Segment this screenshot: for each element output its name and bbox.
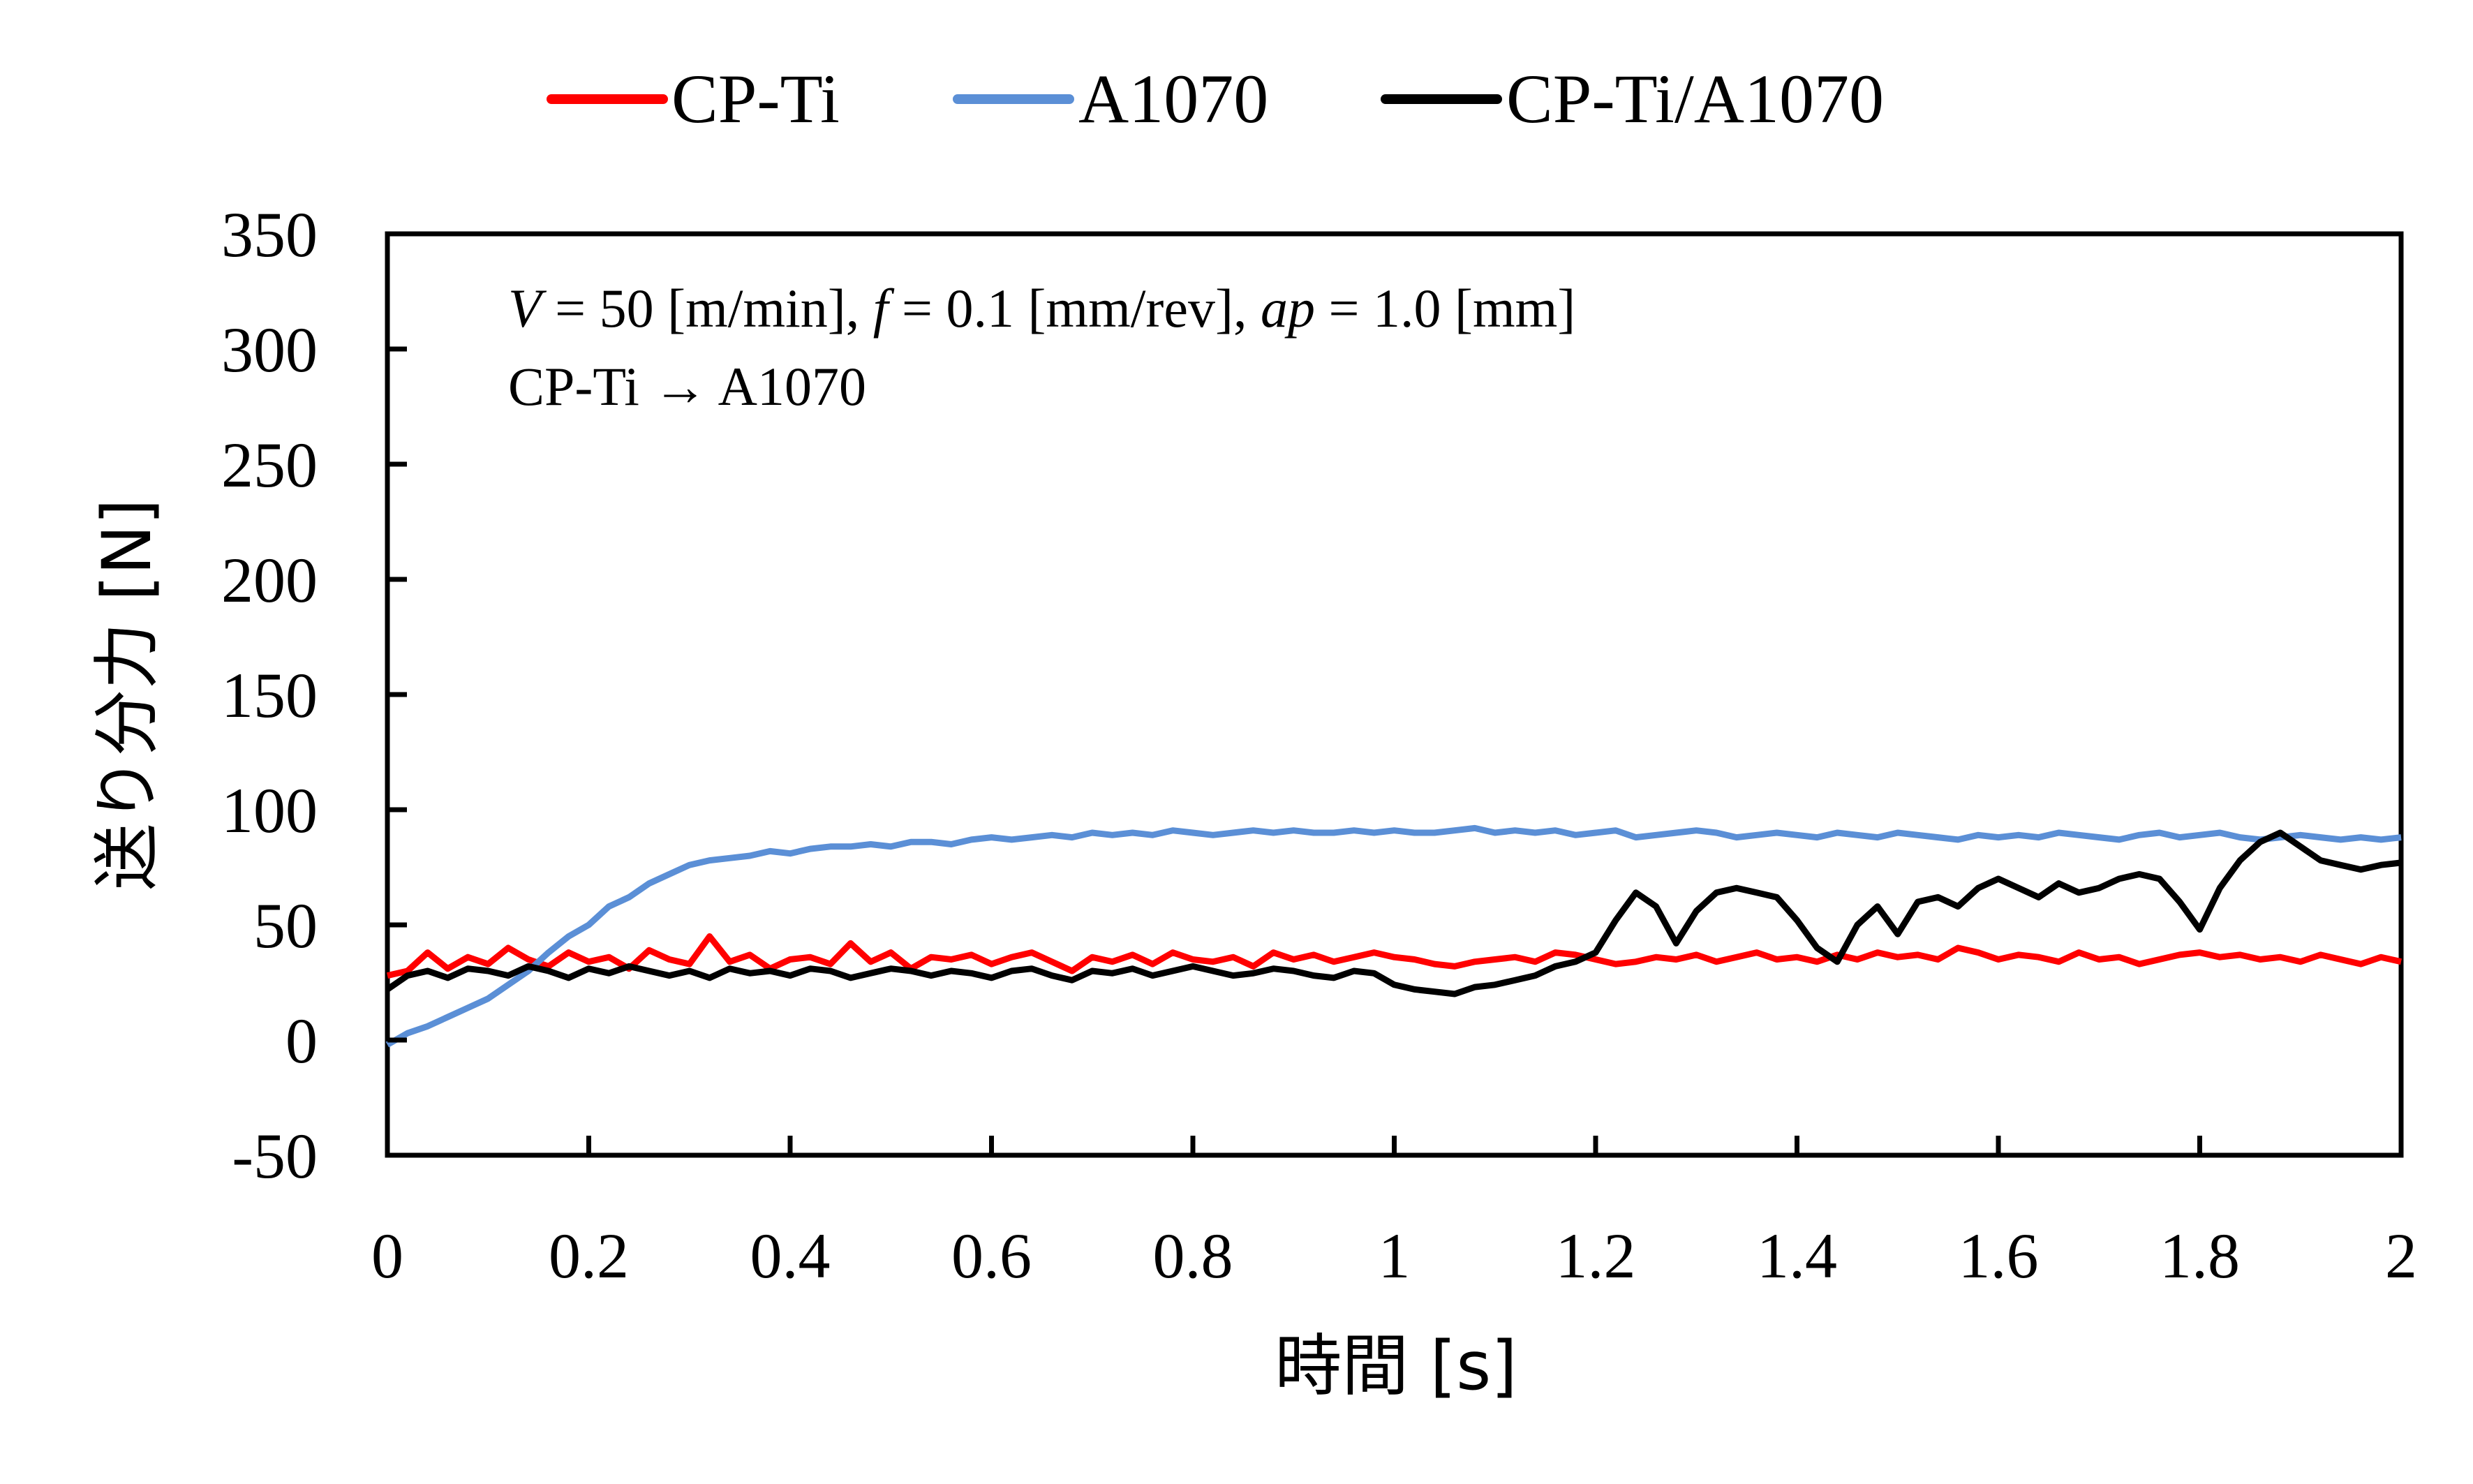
y-tick-label: 100 (221, 775, 318, 846)
x-tick-label: 2 (2385, 1220, 2417, 1291)
y-axis: -50 0 50 100 150 200 250 300 350 (221, 199, 407, 1192)
x-tick-label: 0.8 (1153, 1220, 1233, 1291)
y-tick-label: 200 (221, 544, 318, 616)
annotation-part: = 50 [m/min], (542, 278, 873, 339)
series-line-cp-ti (386, 933, 2403, 979)
y-tick-label: 50 (253, 890, 318, 961)
annotation-part: = 1.0 [mm] (1315, 278, 1575, 339)
x-axis-title: 時間 [s] (1275, 1327, 1517, 1405)
y-tick-label: 300 (221, 314, 318, 385)
x-tick-label: 0.4 (750, 1220, 831, 1291)
legend-item-a1070: A1070 (953, 60, 1268, 138)
x-tick-label: 0 (371, 1220, 403, 1291)
y-tick-label: 150 (221, 660, 318, 731)
legend: CP-Ti A1070 CP-Ti/A1070 (547, 60, 1884, 138)
annotation-part: = 0.1 [mm/rev], (888, 278, 1261, 339)
y-tick-label: -50 (232, 1120, 318, 1192)
series-line-cp-ti-a1070 (385, 829, 2402, 997)
y-axis-title: 送り分力 [N] (88, 498, 166, 890)
annotation-part: CP-Ti → A1070 (508, 356, 866, 417)
legend-label-cp-ti: CP-Ti (671, 60, 840, 138)
x-tick-label: 0.2 (549, 1220, 629, 1291)
x-tick-label: 1 (1379, 1220, 1411, 1291)
y-tick-label: 0 (285, 1005, 318, 1076)
y-tick-label: 350 (221, 199, 318, 270)
x-tick-label: 1.6 (1959, 1220, 2039, 1291)
legend-label-cp-ti-a1070: CP-Ti/A1070 (1506, 60, 1884, 138)
x-tick-label: 1.4 (1757, 1220, 1837, 1291)
x-tick-label: 0.6 (951, 1220, 1032, 1291)
annotation-material-order: CP-Ti → A1070 (508, 356, 866, 417)
series-layer (385, 824, 2403, 1048)
x-axis: 0 0.2 0.4 0.6 0.8 1 1.2 1.4 1.6 1.8 2 (371, 1136, 2417, 1291)
annotation-part: V (508, 278, 547, 339)
legend-label-a1070: A1070 (1078, 60, 1268, 138)
x-tick-label: 1.2 (1556, 1220, 1636, 1291)
y-tick-label: 250 (221, 429, 318, 500)
annotation-cutting-conditions: V = 50 [m/min], f = 0.1 [mm/rev], ap = 1… (508, 278, 1575, 339)
annotation-part: ap (1261, 278, 1315, 339)
legend-item-cp-ti-a1070: CP-Ti/A1070 (1381, 60, 1884, 138)
legend-item-cp-ti: CP-Ti (547, 60, 840, 138)
x-tick-label: 1.8 (2160, 1220, 2240, 1291)
series-line-a1070 (385, 824, 2402, 1048)
